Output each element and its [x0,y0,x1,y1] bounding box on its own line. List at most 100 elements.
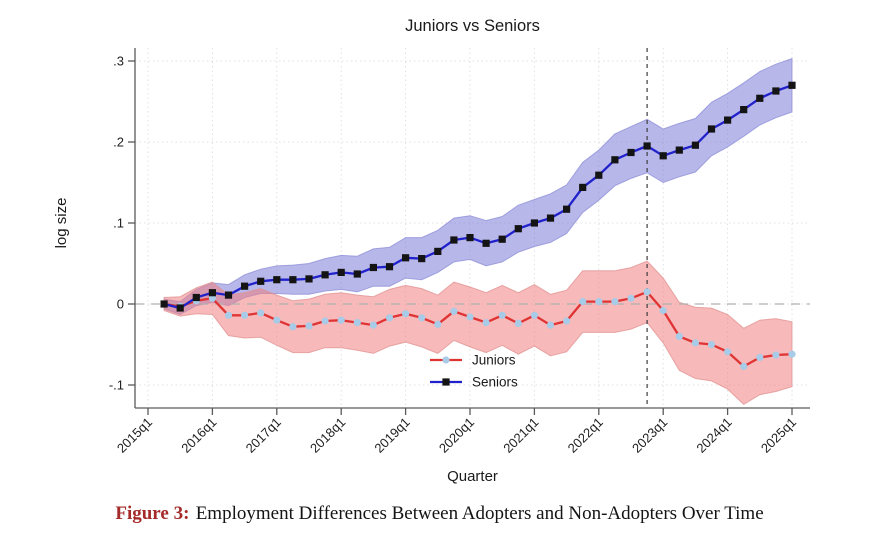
data-point-seniors [611,156,619,164]
data-point-seniors [740,106,748,114]
data-point-seniors [546,214,555,222]
data-point-seniors [482,239,490,247]
data-point-seniors [498,235,506,243]
data-point-juniors [273,316,281,324]
data-point-juniors [627,294,635,302]
data-point-juniors [450,307,458,315]
data-point-juniors [241,311,249,319]
data-point-juniors [530,311,539,319]
data-point-seniors [289,276,297,284]
data-point-juniors [675,332,683,340]
data-point-juniors [289,323,297,331]
y-tick-label: .1 [113,216,124,231]
data-point-seniors [514,225,522,233]
x-tick-label: 2015q1 [114,415,155,456]
data-point-seniors [160,300,168,308]
series-line-juniors [163,290,793,368]
event-study-line-chart: .3 .2 .1 0 -.1 2015q1 2016q1 2017q1 2018q1 2019q1… [53,17,810,485]
y-tick-label: .2 [113,135,124,150]
ci-band-seniors [163,57,793,316]
data-point-juniors [788,350,796,358]
data-point-juniors [224,311,233,319]
data-point-juniors [257,309,265,317]
x-tick-label: 2023q1 [629,415,670,456]
data-point-juniors [466,313,474,321]
y-tick-label: 0 [117,297,124,312]
y-tick-label: .3 [113,54,124,69]
figure-caption-label: Figure 3: [115,503,190,524]
data-point-seniors [659,152,667,160]
x-tick-label: 2024q1 [693,415,734,456]
data-point-seniors [724,116,732,124]
series-line-seniors [163,84,793,310]
data-point-juniors [659,306,667,315]
data-point-seniors [337,268,345,276]
data-point-juniors [595,298,603,306]
y-tick-label: -.1 [109,378,124,393]
data-point-seniors [675,146,683,154]
data-point-juniors [337,316,345,324]
data-point-seniors [643,142,651,150]
data-point-juniors [707,340,716,349]
data-point-seniors [595,171,603,179]
data-point-seniors [385,263,394,271]
figure-caption: Figure 3: Employment Differences Between … [0,503,879,525]
data-point-seniors [353,270,361,278]
x-tick-label: 2022q1 [565,415,606,456]
data-point-seniors [369,263,377,272]
data-point-juniors [611,298,619,306]
data-point-seniors [627,148,635,157]
data-point-juniors [643,288,651,296]
data-point-juniors [385,314,394,322]
data-point-juniors [321,317,329,325]
data-point-seniors [176,304,184,312]
x-tick-label: 2020q1 [436,415,477,456]
data-point-seniors [466,234,474,242]
data-point-juniors [756,353,764,362]
data-point-juniors [546,321,555,329]
x-tick-label: 2018q1 [307,415,348,456]
x-tick-label: 2019q1 [371,415,412,456]
data-point-juniors [402,310,410,318]
data-point-juniors [724,348,732,356]
series-markers-seniors [160,81,796,312]
data-point-seniors [273,276,281,284]
legend: Juniors Seniors [430,353,518,390]
data-point-juniors [434,320,442,328]
figure-page: .3 .2 .1 0 -.1 2015q1 2016q1 2017q1 2018q1 2019q1… [53,17,810,524]
data-point-juniors [498,311,506,319]
data-point-seniors [257,277,265,285]
data-point-juniors [740,362,748,370]
data-point-juniors [579,298,587,306]
series-markers-juniors [160,288,796,370]
legend-label-seniors: Seniors [472,375,518,390]
legend-marker-juniors [442,356,450,364]
data-point-juniors [691,339,700,347]
data-point-seniors [772,87,780,95]
data-point-seniors [691,141,699,149]
y-axis-label: log size [53,198,70,249]
data-point-seniors [788,81,796,89]
data-point-seniors [756,94,764,102]
x-tick-label: 2025q1 [758,415,799,456]
data-point-seniors [418,255,426,263]
chart-title: Juniors vs Seniors [405,17,540,35]
data-point-juniors [772,351,780,359]
data-point-seniors [707,125,716,133]
data-point-seniors [305,275,313,283]
data-point-seniors [450,236,458,244]
legend-label-juniors: Juniors [472,353,516,368]
data-point-seniors [321,271,329,279]
data-point-seniors [434,247,442,255]
x-axis-label: Quarter [447,468,498,485]
data-point-seniors [530,219,538,227]
data-point-juniors [208,294,216,302]
data-point-juniors [563,317,571,325]
figure-caption-text: Employment Differences Between Adopters … [195,503,764,524]
data-point-seniors [224,291,233,299]
data-point-seniors [579,183,587,191]
data-point-juniors [305,322,313,330]
data-point-juniors [418,314,426,322]
data-point-juniors [482,319,490,327]
x-axis-ticks: 2015q1 2016q1 2017q1 2018q1 2019q1 2020q1 2021… [114,408,799,456]
